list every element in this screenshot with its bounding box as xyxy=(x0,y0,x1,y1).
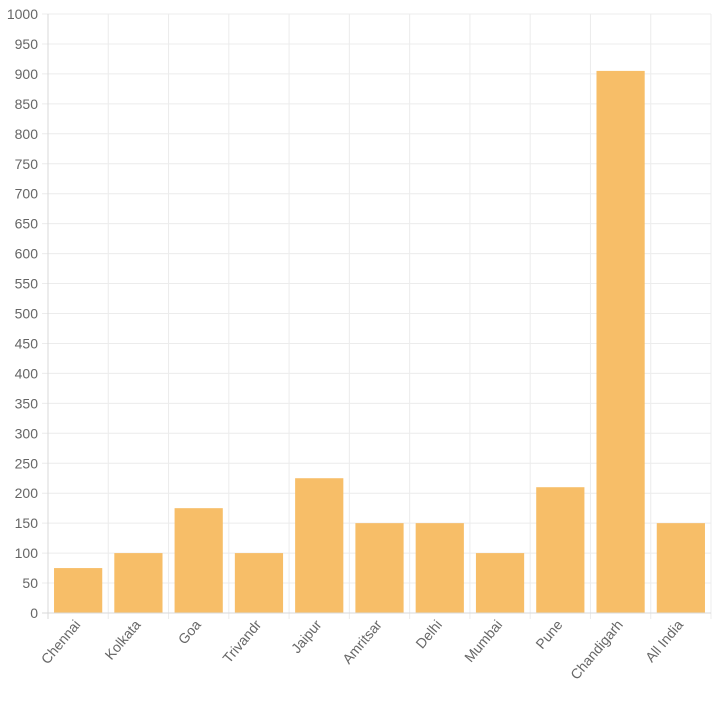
bars xyxy=(54,70,705,613)
bar xyxy=(114,553,163,613)
bar xyxy=(234,553,284,613)
y-tick-label: 400 xyxy=(15,365,39,381)
y-tick-label: 650 xyxy=(15,216,39,232)
bar xyxy=(54,568,103,613)
y-tick-label: 150 xyxy=(15,515,39,531)
y-tick-label: 200 xyxy=(15,485,39,501)
x-tick-label: Amritsar xyxy=(339,616,385,666)
y-tick-label: 800 xyxy=(15,126,39,142)
y-tick-label: 550 xyxy=(15,276,39,292)
bar xyxy=(475,553,525,613)
y-tick-label: 950 xyxy=(15,36,39,52)
bar xyxy=(656,523,705,613)
x-tick-label: Trivandr xyxy=(219,616,264,665)
x-tick-labels: Chennai Kolkata Goa Trivandr Jaipur Amritsar D… xyxy=(38,616,687,682)
y-tick-labels: 0 50 100 150 200 250 300 350 400 450 500 550 600 650 7… xyxy=(7,6,38,621)
bar xyxy=(174,508,223,613)
bar xyxy=(355,523,404,613)
y-tick-label: 450 xyxy=(15,335,39,351)
y-tick-label: 500 xyxy=(15,306,39,322)
y-tick-label: 350 xyxy=(15,395,39,411)
x-tick-label: Pune xyxy=(532,616,565,651)
x-tick-label: Kolkata xyxy=(101,616,143,662)
y-tick-label: 700 xyxy=(15,186,39,202)
y-tick-label: 250 xyxy=(15,455,39,471)
y-tick-label: 50 xyxy=(22,575,38,591)
y-tick-label: 1000 xyxy=(7,6,38,22)
x-tick-label: Jaipur xyxy=(288,616,325,656)
x-tick-label: Delhi xyxy=(412,617,445,652)
bar xyxy=(415,523,464,613)
axes xyxy=(42,14,711,619)
y-tick-label: 100 xyxy=(15,545,39,561)
x-tick-label: Chandigarh xyxy=(567,617,626,683)
y-tick-label: 0 xyxy=(30,605,38,621)
y-tick-label: 300 xyxy=(15,425,39,441)
y-tick-label: 900 xyxy=(15,66,39,82)
x-tick-label: All India xyxy=(642,616,686,665)
x-tick-label: Chennai xyxy=(38,617,84,667)
x-tick-label: Goa xyxy=(175,616,204,647)
y-tick-label: 600 xyxy=(15,246,39,262)
bar xyxy=(536,487,585,613)
y-tick-label: 750 xyxy=(15,156,39,172)
bar xyxy=(295,478,344,613)
y-tick-label: 850 xyxy=(15,96,39,112)
bar xyxy=(596,70,645,613)
x-tick-label: Mumbai xyxy=(461,617,505,665)
